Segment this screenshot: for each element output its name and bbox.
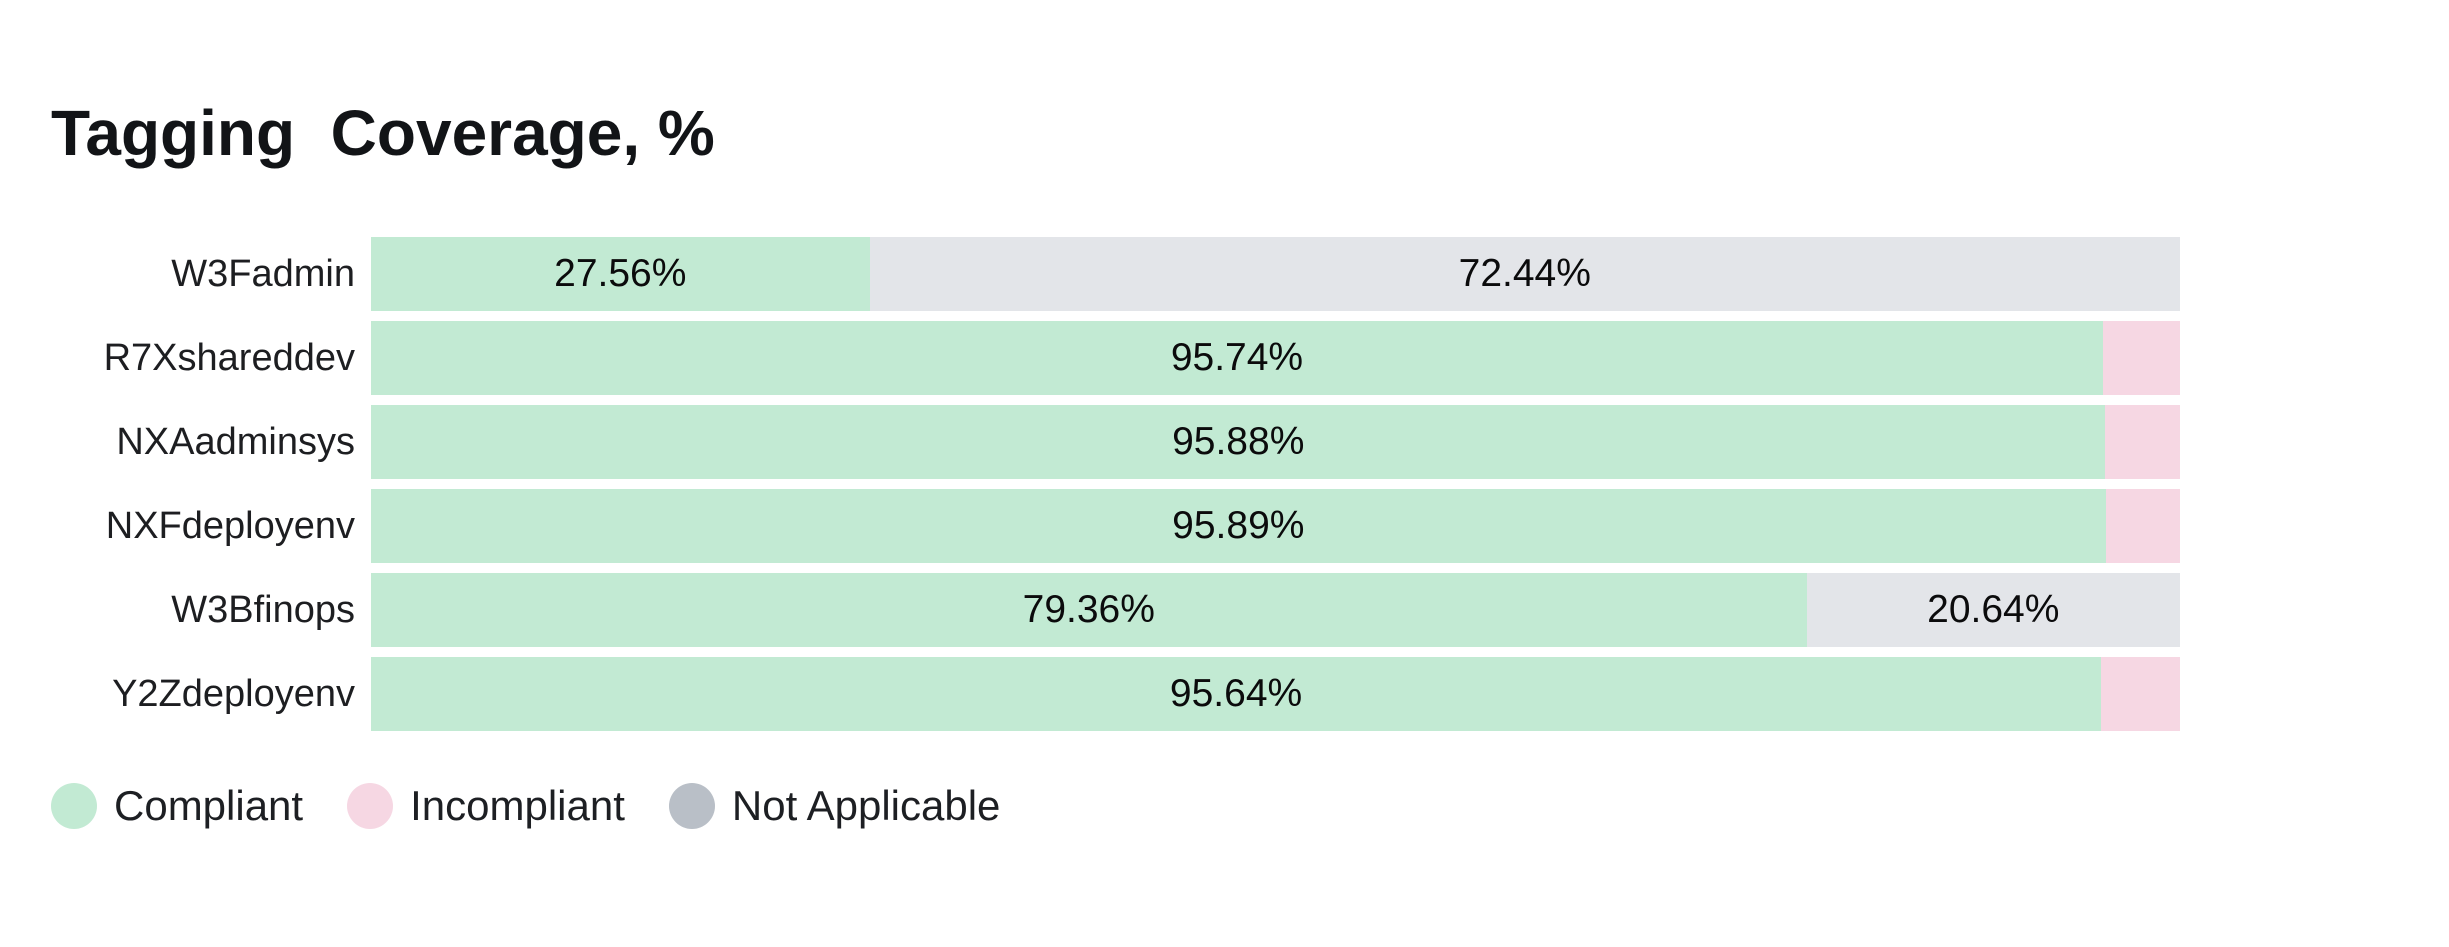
row-label: NXAadminsys: [116, 421, 355, 463]
chart-row: Y2Zdeployenv 95.64%: [51, 657, 2180, 731]
stacked-bar: 95.88%: [371, 405, 2180, 479]
legend-item-not-applicable[interactable]: Not Applicable: [668, 782, 1001, 830]
bar-segment-incompliant[interactable]: [2101, 657, 2180, 731]
stacked-bar: 95.89%: [371, 489, 2180, 563]
legend-label: Incompliant: [410, 782, 625, 829]
row-label: W3Fadmin: [171, 253, 355, 295]
chart-row: W3Fadmin 27.56% 72.44%: [51, 237, 2180, 311]
bar-segment-incompliant[interactable]: [2105, 489, 2180, 563]
chart-title: Tagging Coverage, %: [51, 97, 715, 169]
legend-dot-icon: [51, 783, 97, 829]
segment-value-label: 95.74%: [1170, 336, 1304, 379]
segment-value-label: 79.36%: [1022, 588, 1155, 631]
chart-row: NXAadminsys 95.88%: [51, 405, 2180, 479]
segment-value-label: 27.56%: [554, 252, 687, 295]
row-label: Y2Zdeployenv: [112, 673, 355, 715]
bar-segment-compliant[interactable]: 95.89%: [371, 489, 2106, 563]
legend-item-incompliant[interactable]: Incompliant: [347, 782, 625, 830]
stacked-bar: 79.36% 20.64%: [371, 573, 2180, 647]
stacked-bar: 95.74%: [371, 321, 2180, 395]
segment-value-label: 95.64%: [1169, 672, 1303, 715]
stacked-bar-chart: W3Fadmin 27.56% 72.44% R7Xshareddev 95.74% NX…: [51, 237, 2180, 741]
chart-legend: Compliant Incompliant Not Applicable: [51, 782, 1000, 830]
bar-segment-not-applicable[interactable]: 72.44%: [869, 237, 2180, 311]
bar-segment-compliant[interactable]: 95.88%: [371, 405, 2106, 479]
row-label: R7Xshareddev: [103, 337, 355, 379]
bar-segment-compliant[interactable]: 95.64%: [371, 657, 2102, 731]
bar-segment-compliant[interactable]: 27.56%: [371, 237, 870, 311]
legend-label: Compliant: [114, 782, 304, 829]
bar-segment-not-applicable[interactable]: 20.64%: [1806, 573, 2180, 647]
segment-value-label: 95.89%: [1172, 504, 1305, 547]
segment-value-label: 95.88%: [1172, 420, 1305, 463]
bar-segment-compliant[interactable]: 95.74%: [371, 321, 2103, 395]
row-label: W3Bfinops: [171, 589, 355, 631]
legend-label: Not Applicable: [731, 782, 1001, 829]
bar-segment-compliant[interactable]: 79.36%: [371, 573, 1807, 647]
segment-value-label: 72.44%: [1458, 252, 1591, 295]
legend-dot-icon: [347, 783, 394, 829]
stacked-bar: 95.64%: [371, 657, 2180, 731]
segment-value-label: 20.64%: [1927, 588, 2060, 631]
legend-item-compliant[interactable]: Compliant: [51, 782, 303, 830]
chart-row: NXFdeployenv 95.89%: [51, 489, 2180, 563]
chart-row: R7Xshareddev 95.74%: [51, 321, 2180, 395]
bar-segment-incompliant[interactable]: [2105, 405, 2180, 479]
chart-row: W3Bfinops 79.36% 20.64%: [51, 573, 2180, 647]
row-label: NXFdeployenv: [105, 505, 355, 547]
legend-dot-icon: [668, 783, 715, 829]
bar-segment-incompliant[interactable]: [2102, 321, 2180, 395]
stacked-bar: 27.56% 72.44%: [371, 237, 2180, 311]
